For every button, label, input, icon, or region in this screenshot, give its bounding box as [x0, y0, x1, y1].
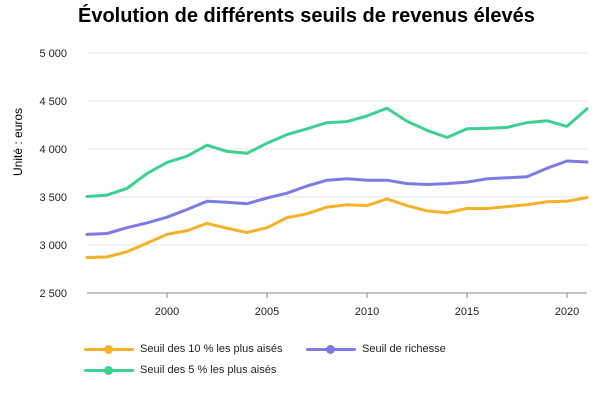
y-tick-label: 4 000 [39, 144, 67, 156]
x-tick-label: 2015 [455, 306, 479, 318]
legend-dot [326, 345, 335, 354]
legend-swatch-top5 [84, 364, 134, 376]
y-tick-label: 3 500 [39, 192, 67, 204]
legend-dot [104, 345, 113, 354]
y-tick-label: 3 000 [39, 240, 67, 252]
x-tick-label: 2020 [555, 306, 579, 318]
chart-title: Évolution de différents seuils de revenu… [78, 5, 535, 27]
legend-label-top5: Seuil des 5 % les plus aisés [140, 364, 277, 376]
legend-item-richesse[interactable]: Seuil de richesse [306, 343, 446, 355]
legend-item-top5[interactable]: Seuil des 5 % les plus aisés [84, 364, 276, 376]
x-tick-label: 2000 [155, 306, 179, 318]
legend-swatch-richesse [306, 343, 356, 355]
legend-swatch-top10 [84, 343, 134, 355]
series-line-richesse [85, 159, 589, 236]
x-tick-label: 2005 [255, 306, 279, 318]
y-tick-label: 5 000 [39, 48, 67, 60]
y-tick-label: 2 500 [39, 288, 67, 300]
legend-label-richesse: Seuil de richesse [362, 343, 446, 355]
series-line-top5 [85, 106, 589, 198]
legend-item-top10[interactable]: Seuil des 10 % les plus aisés [84, 343, 282, 355]
legend-dot [104, 366, 113, 375]
y-tick-label: 4 500 [39, 96, 67, 108]
x-tick-label: 2010 [355, 306, 379, 318]
legend-label-top10: Seuil des 10 % les plus aisés [140, 343, 283, 355]
series-line-top10 [85, 196, 589, 259]
